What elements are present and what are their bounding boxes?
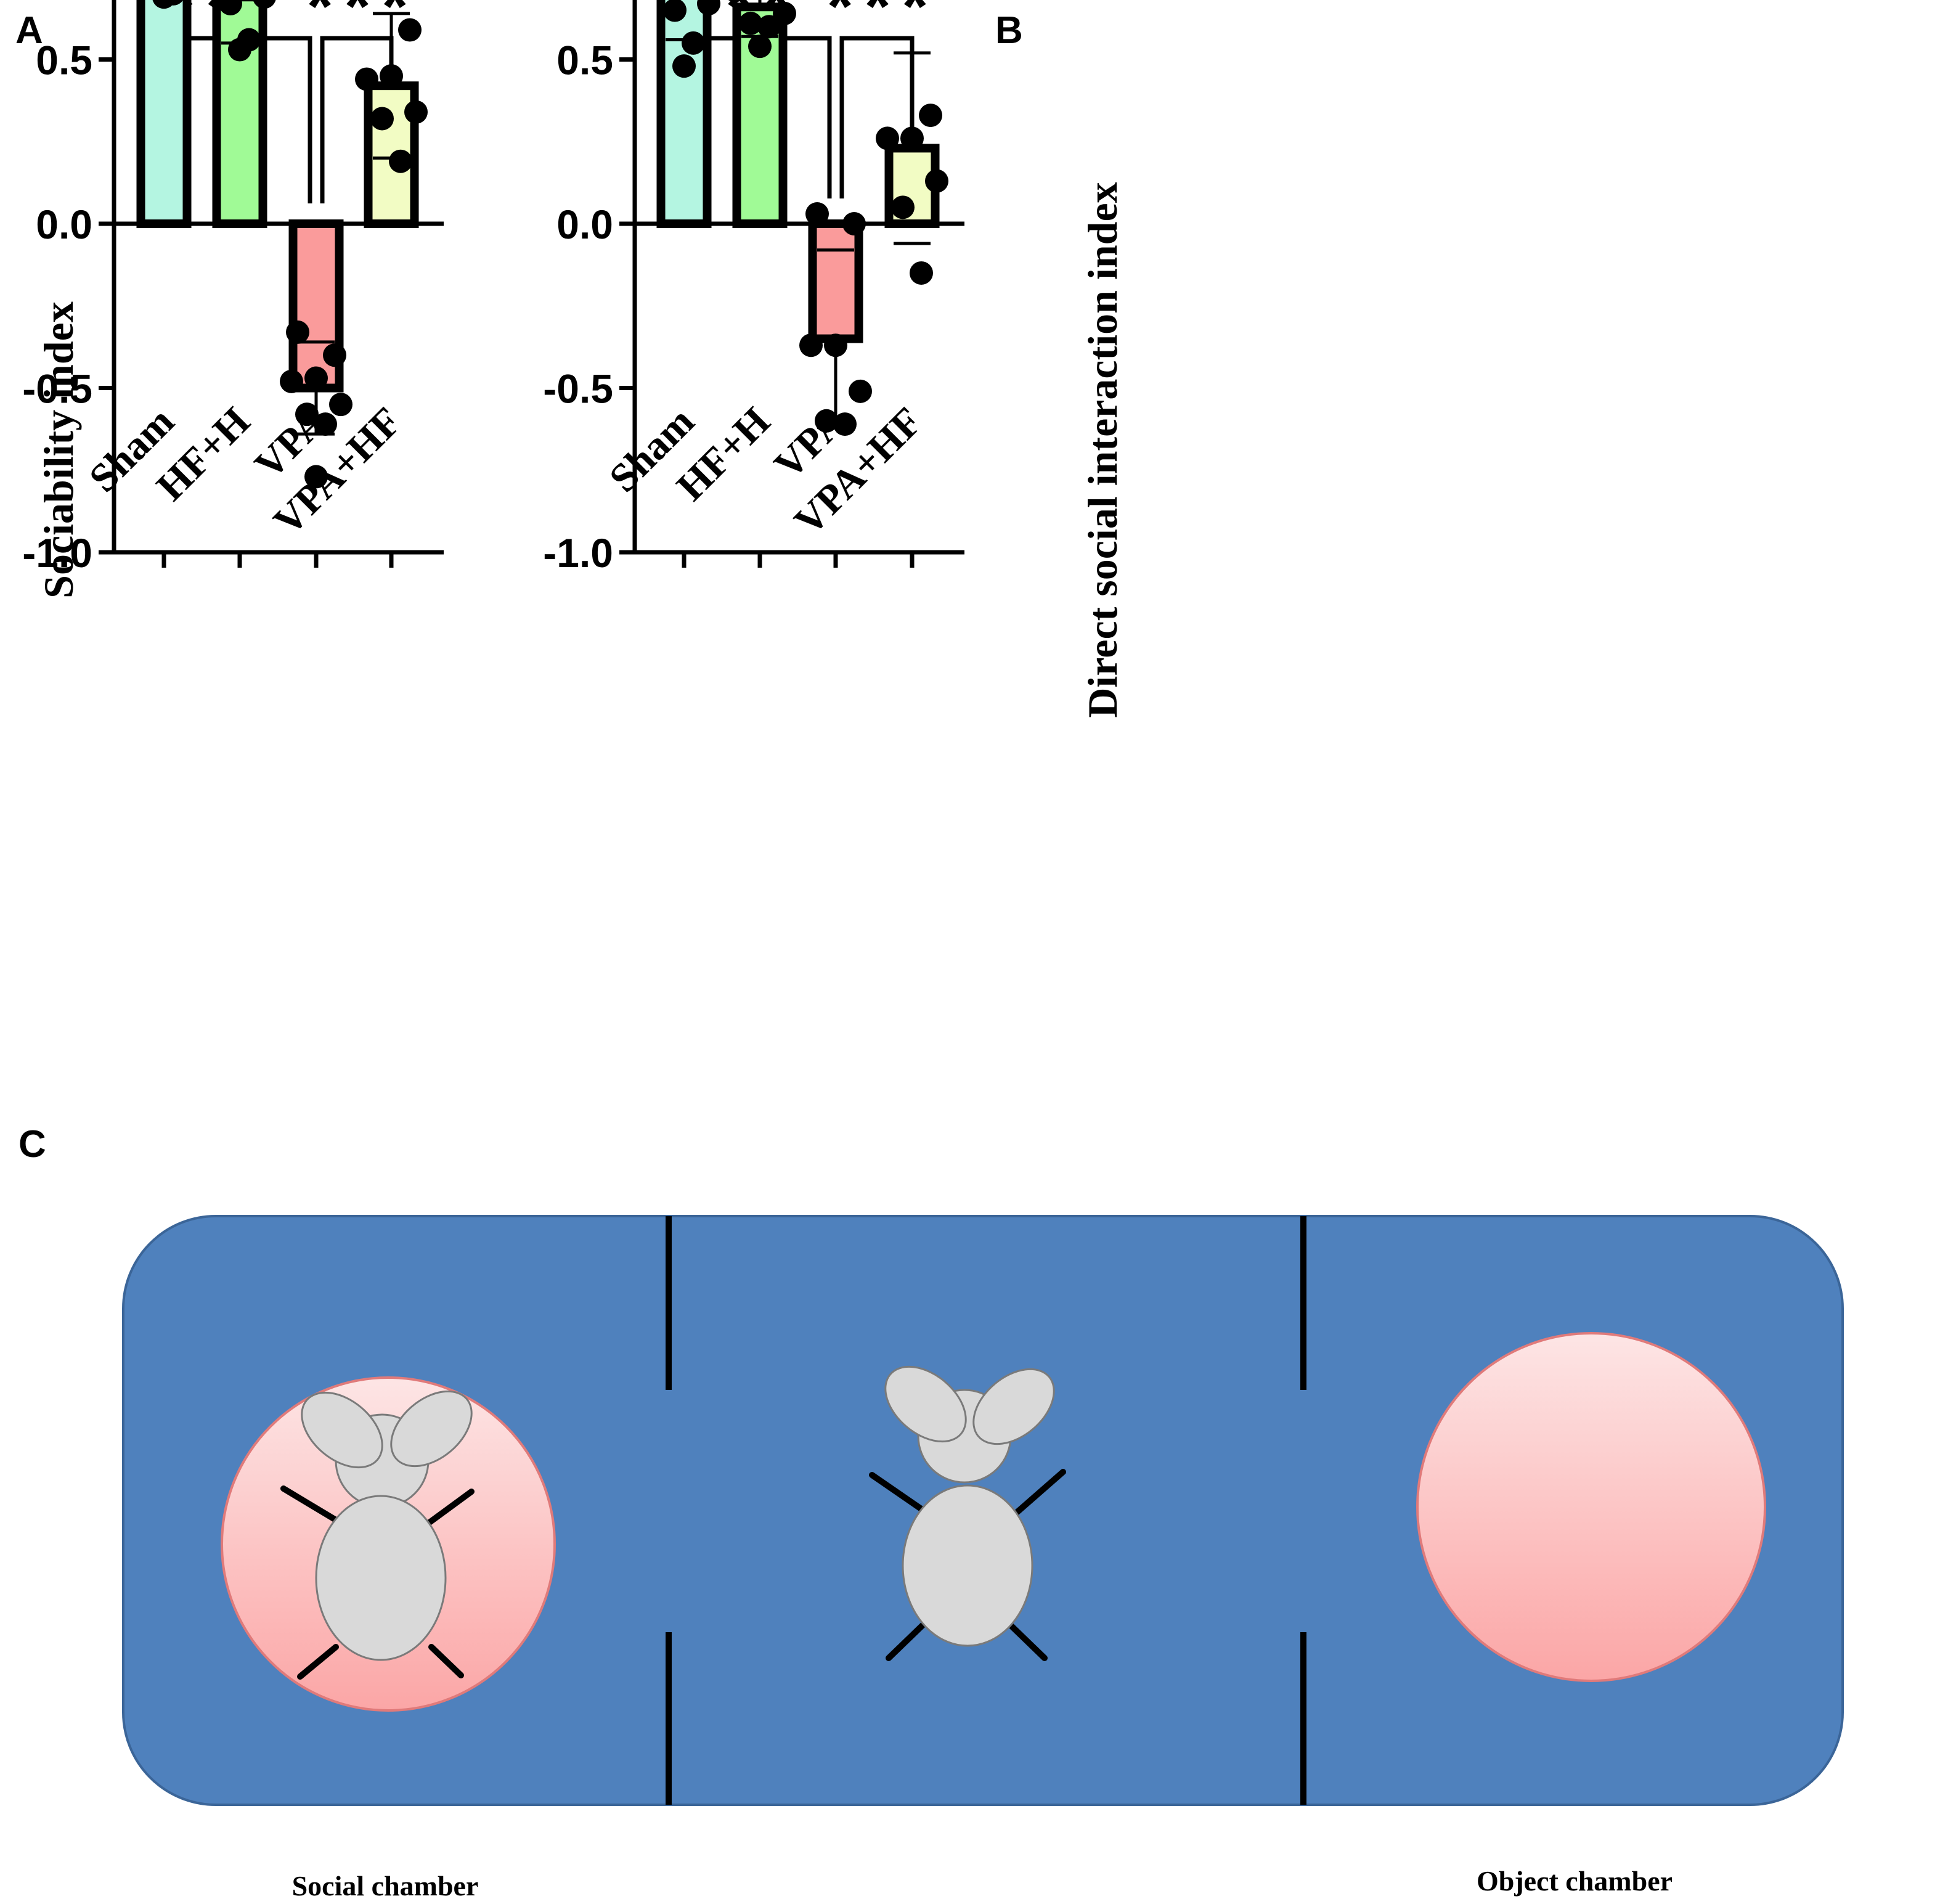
panel-b-chart: B Direct social interaction index ******… (543, 0, 1126, 718)
data-point-hf-h (773, 1, 796, 25)
panel-a-bars (136, 0, 419, 393)
data-point-vpa-hf (398, 18, 422, 42)
bar-vpa (808, 219, 863, 343)
y-tick-label: 0.0 (556, 202, 613, 247)
y-tick-label: 0.5 (556, 38, 613, 83)
y-tick-label: 0.5 (36, 38, 92, 83)
data-point-vpa (805, 202, 829, 226)
data-point-sham (663, 0, 687, 22)
panel-c-diagram: C (18, 1123, 1844, 1902)
data-point-vpa (815, 409, 838, 433)
data-point-hf-h (253, 0, 276, 9)
data-point-vpa-hf (910, 261, 933, 285)
data-point-vpa-hf (380, 64, 403, 88)
data-point-sham (697, 0, 720, 15)
panel-b-bars (656, 0, 940, 343)
data-point-vpa (314, 412, 337, 436)
y-tick-label: -1.0 (22, 530, 92, 576)
data-point-vpa-hf (355, 67, 378, 91)
data-point-vpa (286, 320, 309, 344)
y-tick-label: -0.5 (543, 366, 613, 412)
data-point-vpa (304, 366, 328, 390)
data-point-hf-h (757, 15, 781, 39)
data-point-vpa (304, 465, 328, 489)
data-point-sham (672, 54, 696, 78)
data-point-vpa (295, 402, 319, 427)
data-point-vpa-hf (404, 100, 428, 124)
data-point-vpa-hf (919, 104, 942, 128)
data-point-hf-h (219, 0, 242, 15)
data-point-vpa (323, 343, 346, 367)
y-tick-label: -0.5 (22, 366, 92, 412)
data-point-vpa (329, 393, 353, 417)
bar-sham (136, 0, 192, 228)
data-point-vpa (799, 333, 823, 358)
data-point-hf-h (728, 0, 743, 2)
data-point-vpa (833, 412, 857, 436)
panel-a-letter: A (15, 9, 43, 52)
data-point-sham (152, 0, 176, 9)
panel-a-points (152, 0, 428, 489)
data-point-sham (682, 31, 705, 55)
data-point-vpa-hf (876, 126, 899, 150)
data-point-vpa-hf (389, 149, 412, 173)
center-mouse-icon (869, 1365, 1066, 1661)
y-tick-label: 0.0 (36, 202, 92, 247)
panel-b-letter: B (995, 9, 1023, 52)
panel-b-points (663, 0, 948, 436)
panel-c-letter: C (18, 1123, 46, 1166)
data-point-vpa-hf (370, 107, 394, 131)
panel-a-y-axis-title: Sociability index (35, 301, 82, 599)
social-chamber-label: Social chamber (292, 1870, 479, 1902)
panel-a-chart: A Sociability index ****** -1.0-0.50.00.… (15, 0, 444, 599)
significance-label: *** (827, 0, 939, 44)
data-point-vpa-hf (900, 126, 924, 150)
data-point-vpa-hf (925, 169, 948, 193)
data-point-vpa (842, 212, 866, 235)
data-point-vpa (824, 333, 847, 358)
panel-b-y-axis-title: Direct social interaction index (1079, 182, 1126, 717)
data-point-hf-h (748, 35, 772, 59)
object-cage-circle (1416, 1332, 1766, 1682)
social-mouse-icon (280, 1390, 475, 1680)
data-point-vpa-hf (891, 195, 915, 219)
data-point-hf-h (228, 38, 251, 62)
data-point-hf-h (739, 11, 762, 35)
object-chamber-label: Object chamber (1477, 1865, 1673, 1897)
bar-sham (656, 0, 712, 229)
y-tick-label: -1.0 (543, 530, 613, 576)
data-point-vpa (849, 379, 872, 403)
data-point-vpa (280, 369, 303, 393)
